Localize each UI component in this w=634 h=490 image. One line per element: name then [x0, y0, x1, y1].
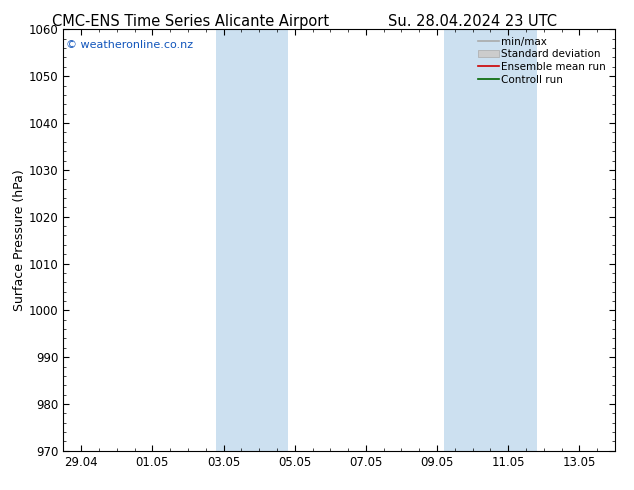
Bar — [444, 29, 537, 451]
Text: © weatheronline.co.nz: © weatheronline.co.nz — [66, 40, 193, 50]
Bar — [216, 29, 288, 451]
Text: CMC-ENS Time Series Alicante Airport: CMC-ENS Time Series Alicante Airport — [51, 14, 329, 29]
Y-axis label: Surface Pressure (hPa): Surface Pressure (hPa) — [13, 169, 26, 311]
Title: CMC-ENS Time Series Alicante Airport    Su. 28.04.2024 23 UTC: CMC-ENS Time Series Alicante Airport Su.… — [0, 489, 1, 490]
Legend: min/max, Standard deviation, Ensemble mean run, Controll run: min/max, Standard deviation, Ensemble me… — [476, 35, 610, 87]
Text: Su. 28.04.2024 23 UTC: Su. 28.04.2024 23 UTC — [388, 14, 557, 29]
